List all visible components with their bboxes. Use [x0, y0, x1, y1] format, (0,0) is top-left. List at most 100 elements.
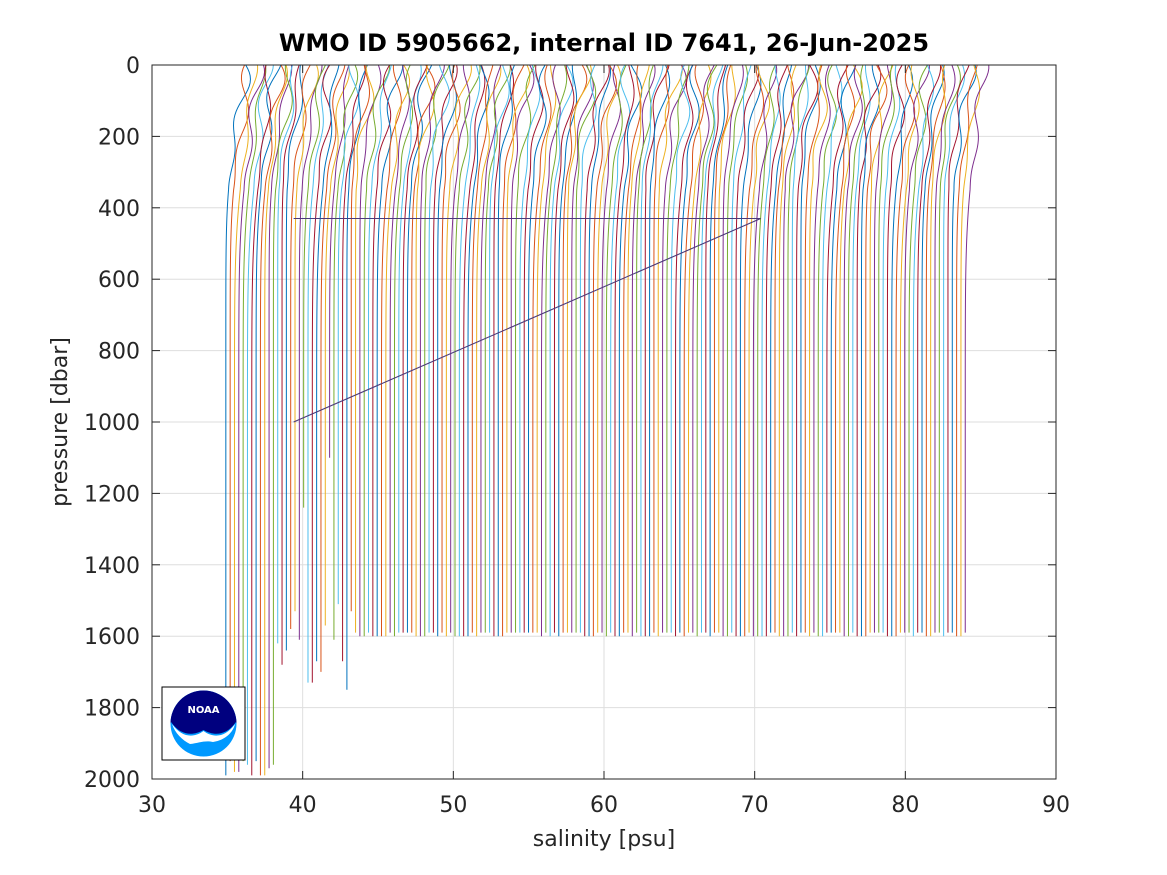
profile-line: [363, 65, 391, 637]
profile-line: [791, 65, 809, 633]
profile-line: [752, 65, 778, 637]
profile-line: [259, 65, 286, 776]
grid: [152, 65, 1056, 779]
x-tick-label: 80: [891, 793, 919, 818]
profile-line: [493, 65, 515, 637]
noaa-logo: NOAA: [161, 686, 246, 761]
profile-line: [532, 65, 552, 633]
profile-line: [787, 65, 811, 637]
profile-line: [540, 65, 561, 637]
profile-line: [843, 65, 863, 637]
profile-line: [277, 65, 295, 644]
profile-line: [424, 65, 450, 637]
profile-line: [657, 65, 683, 637]
profile-line: [372, 65, 392, 637]
profile-line: [688, 65, 712, 633]
profile-line: [917, 65, 942, 633]
profile-line: [376, 65, 404, 637]
profile-line: [964, 65, 990, 633]
profile-line: [368, 65, 392, 633]
profile-line: [830, 65, 856, 633]
profile-line: [683, 65, 704, 637]
profile-line: [497, 65, 515, 637]
profile-line: [912, 65, 935, 637]
profile-line: [783, 65, 809, 637]
profile-line: [545, 65, 568, 633]
profile-line: [484, 65, 511, 633]
profile-line: [739, 65, 762, 637]
profile-line: [770, 65, 793, 633]
y-tick-label: 1400: [84, 554, 140, 579]
profile-line: [290, 65, 311, 630]
profile-line: [662, 65, 687, 633]
y-tick-label: 200: [98, 125, 140, 150]
profile-line: [381, 65, 402, 637]
profile-line: [575, 65, 597, 633]
profile-line: [774, 65, 795, 633]
y-axis-label: pressure [dbar]: [48, 337, 73, 507]
profile-line: [636, 65, 654, 633]
profile-line: [726, 65, 749, 637]
profile-line: [748, 65, 771, 633]
profile-line: [463, 65, 486, 637]
profile-line: [960, 65, 981, 637]
profile-line: [722, 65, 744, 637]
profile-line: [476, 65, 502, 637]
profile-line: [882, 65, 901, 633]
x-tick-label: 50: [439, 793, 467, 818]
profile-line: [437, 65, 457, 637]
profile-line: [930, 65, 947, 637]
profile-line: [597, 65, 622, 633]
profile-line: [653, 65, 670, 633]
profile-line: [385, 65, 411, 637]
x-tick-label: 30: [138, 793, 166, 818]
profile-line: [389, 65, 410, 633]
profile-line: [947, 65, 970, 633]
profile-line: [519, 65, 541, 633]
profile-line: [757, 65, 776, 637]
profile-line: [627, 65, 650, 633]
profile-line: [865, 65, 888, 637]
profile-line: [246, 65, 274, 765]
profile-line: [238, 65, 266, 772]
profile-line: [835, 65, 856, 633]
profile-line: [502, 65, 525, 637]
y-tick-label: 1800: [84, 697, 140, 722]
profile-line: [316, 65, 340, 662]
x-tick-label: 60: [590, 793, 618, 818]
profile-line: [860, 65, 880, 637]
anomaly-line: [293, 217, 761, 423]
profile-line: [324, 65, 350, 626]
profile-line: [458, 65, 481, 637]
profile-line: [601, 65, 622, 633]
profile-line: [856, 65, 882, 637]
profile-line: [553, 65, 575, 633]
profile-line: [445, 65, 472, 637]
profile-line: [904, 65, 930, 633]
profile-line: [523, 65, 544, 633]
profiles: [225, 65, 990, 776]
profile-line: [938, 65, 961, 633]
profile-line: [679, 65, 700, 633]
logo-wave: [172, 724, 235, 744]
profile-line: [614, 65, 635, 637]
profile-line: [623, 65, 642, 633]
profile-line: [692, 65, 715, 633]
profile-line: [761, 65, 781, 637]
profile-line: [921, 65, 945, 633]
y-tick-label: 800: [98, 340, 140, 365]
profile-line: [311, 65, 332, 683]
profile-line: [718, 65, 736, 633]
y-tick-label: 600: [98, 268, 140, 293]
profile-line: [852, 65, 871, 633]
profile-line: [709, 65, 729, 637]
profile-line: [272, 65, 293, 765]
profile-line: [294, 65, 319, 612]
profile-line: [342, 65, 366, 662]
profile-line: [558, 65, 578, 637]
profile-line: [346, 65, 368, 690]
profile-line: [817, 65, 837, 637]
profile-line: [869, 65, 894, 633]
profile-line: [826, 65, 849, 633]
